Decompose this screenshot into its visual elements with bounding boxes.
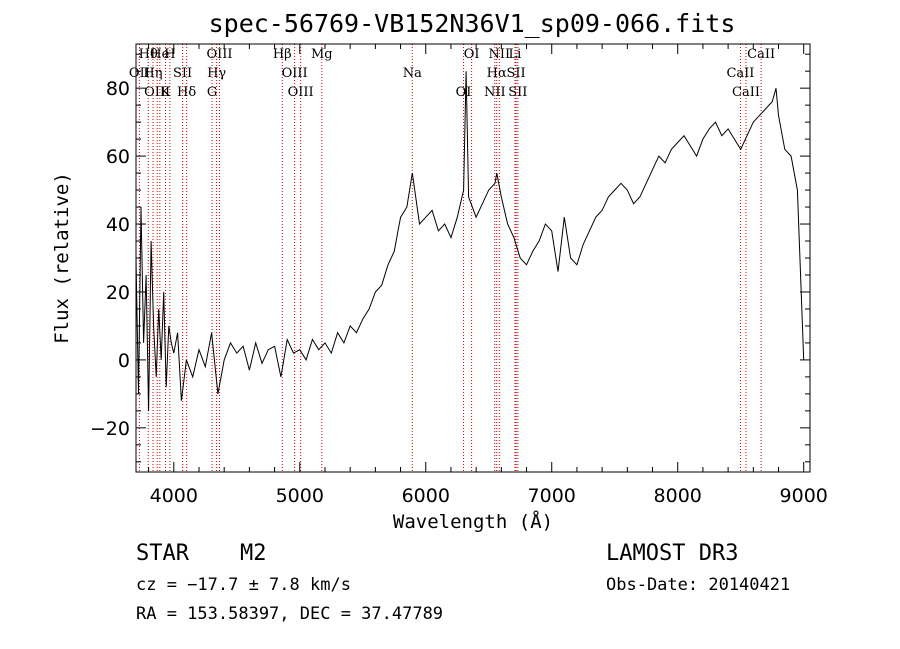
y-tick-label: 60 [106,146,130,168]
line-marker-label: Hβ [273,47,292,62]
line-marker-label: Hα [487,66,507,81]
line-marker-label: OIII [206,47,232,62]
line-marker-label: OIII [144,85,170,100]
line-marker-label: CaII [747,47,775,62]
y-axis-ticks: −20 0 20 40 60 80 [90,53,810,463]
line-marker-label: Hγ [207,66,226,81]
x-tick-label: 6000 [402,485,450,507]
line-marker-label: Hθ [139,47,158,62]
y-tick-label: 0 [118,350,130,372]
line-marker-label: G [207,85,217,100]
y-tick-label: 20 [106,282,130,304]
chart-title: spec-56769-VB152N36V1_sp09-066.fits [209,9,736,38]
x-tick-label: 8000 [654,485,702,507]
line-marker-label: SII [506,66,525,81]
line-marker-label: SII [508,85,527,100]
object-class: STAR [136,541,190,566]
object-subclass: M2 [240,541,267,566]
y-tick-label: 80 [106,78,130,100]
line-marker-label: Mg [311,47,333,62]
line-marker-label: He [150,47,169,62]
survey-name: LAMOST DR3 [606,541,738,566]
line-marker-label: OI [464,47,480,62]
line-marker-label: Hδ [177,85,196,100]
y-axis-label: Flux (relative) [51,172,73,344]
x-axis-ticks: 4000 5000 6000 7000 8000 9000 [148,44,828,507]
line-marker-label: Na [403,66,422,81]
line-marker-label: CaII [726,66,754,81]
line-marker-label: Hη [143,66,162,81]
line-marker-label: NII [489,47,511,62]
x-tick-label: 7000 [528,485,576,507]
line-marker-label-group: HθOIIOIIIHeHηKHSIIHδOIIIHγGHβOIIIOIIIMgN… [129,47,775,100]
x-tick-label: 9000 [780,485,828,507]
line-marker-label: OI [456,85,472,100]
plot-frame [135,43,811,473]
line-marker-label: Li [509,47,522,62]
x-axis-label: Wavelength (Å) [393,510,553,533]
line-marker-label: SII [173,66,192,81]
line-marker-label: OIII [288,85,314,100]
y-tick-label: 40 [106,214,130,236]
line-marker-group [138,44,762,472]
coordinates: RA = 153.58397, DEC = 37.47789 [136,604,443,624]
line-marker-label: NII [484,85,506,100]
x-tick-label: 5000 [276,485,324,507]
spectrum-line [135,71,805,411]
line-marker-label: CaII [732,85,760,100]
obs-date: Obs-Date: 20140421 [606,575,790,595]
x-tick-label: 4000 [150,485,198,507]
y-tick-label: −20 [90,418,130,440]
line-marker-label: OIII [282,66,308,81]
line-marker-label: K [161,85,171,100]
redshift-text: cz = −17.7 ± 7.8 km/s [136,575,351,595]
line-marker-label: OII [129,66,150,81]
line-marker-label: H [164,47,175,62]
